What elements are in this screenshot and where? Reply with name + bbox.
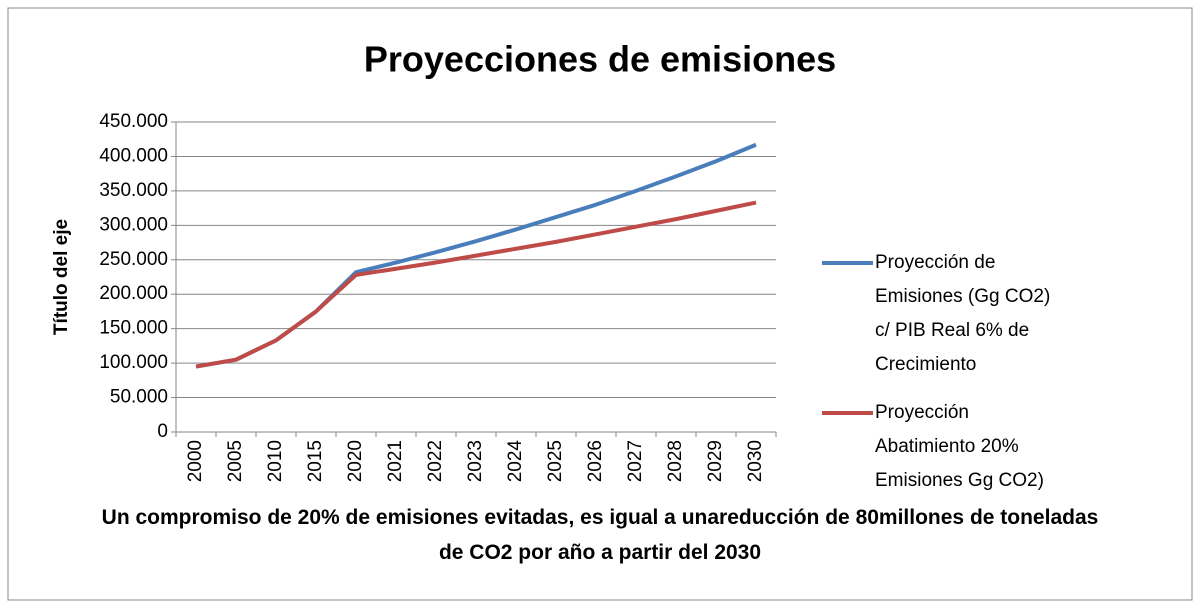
x-tick-label: 2025 <box>545 440 566 482</box>
x-tick-label: 2030 <box>745 440 766 482</box>
y-tick-label: 450.000 <box>99 111 168 132</box>
y-tick-label: 100.000 <box>99 352 168 373</box>
x-tick-label: 2000 <box>185 440 206 482</box>
y-tick-label: 300.000 <box>99 214 168 235</box>
chart-frame <box>7 7 1193 601</box>
x-tick-label: 2020 <box>345 440 366 482</box>
x-tick-label: 2010 <box>265 440 286 482</box>
x-axis-title: Un compromiso de 20% de emisiones evitad… <box>101 506 1099 564</box>
y-tick-label: 50.000 <box>110 387 168 408</box>
series-line <box>195 200 757 369</box>
x-tick-label: 2028 <box>665 440 686 482</box>
y-tick-label: 250.000 <box>99 249 168 270</box>
x-tick-label: 2027 <box>625 440 646 482</box>
y-tick-label: 150.000 <box>99 318 168 339</box>
x-tick-label: 2005 <box>225 440 246 482</box>
x-tick-label: 2024 <box>505 440 526 483</box>
x-tick-label: 2015 <box>305 440 326 482</box>
x-tick-label: 2026 <box>585 440 606 482</box>
chart-title: Proyecciones de emisiones <box>364 39 836 80</box>
legend-label: Proyección de Emisiones (Gg CO2) c/ PIB … <box>875 252 1051 375</box>
x-tick-label: 2023 <box>465 440 486 482</box>
x-tick-label: 2022 <box>425 440 446 482</box>
y-tick-label: 400.000 <box>99 145 168 166</box>
y-tick-label: 350.000 <box>99 180 168 201</box>
y-axis-title: Título del eje <box>51 219 72 335</box>
x-tick-label: 2021 <box>385 440 406 482</box>
y-tick-label: 200.000 <box>99 283 168 304</box>
x-tick-label: 2029 <box>705 440 726 482</box>
legend-label: Proyección Abatimiento 20% Emisiones Gg … <box>875 402 1044 491</box>
y-tick-label: 0 <box>157 421 168 442</box>
legend: Proyección de Emisiones (Gg CO2) c/ PIB … <box>875 246 1065 512</box>
